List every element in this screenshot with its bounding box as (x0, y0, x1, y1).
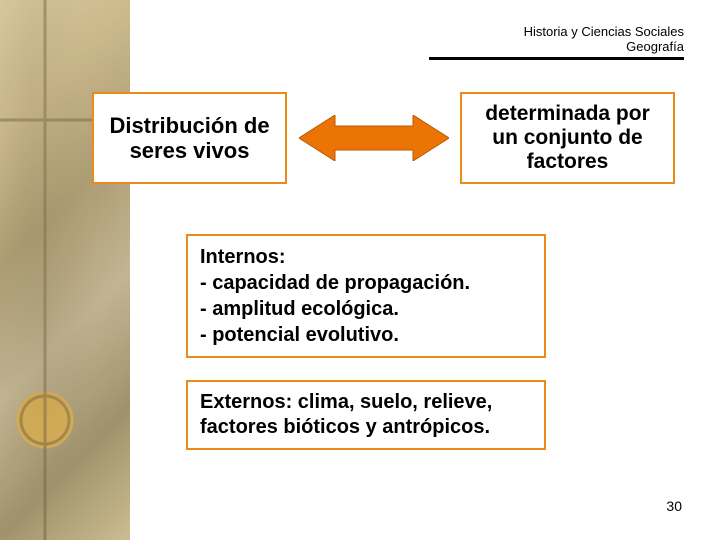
concept-left-text: Distribución de seres vivos (104, 113, 275, 164)
externos-text: Externos: clima, suelo, relieve, factore… (200, 391, 492, 438)
double-arrow (299, 115, 449, 161)
concept-box-right: determinada por un conjunto de factores (460, 92, 675, 184)
concept-box-left: Distribución de seres vivos (92, 92, 287, 184)
background-map-strip (0, 0, 130, 540)
top-concept-row: Distribución de seres vivos determinada … (92, 92, 675, 184)
internos-title: Internos: (200, 244, 532, 270)
header-subject: Historia y Ciencias Sociales (429, 24, 684, 39)
header-underline (429, 57, 684, 60)
externos-box: Externos: clima, suelo, relieve, factore… (186, 380, 546, 450)
internos-item: - capacidad de propagación. (200, 270, 532, 296)
double-arrow-icon (299, 115, 449, 161)
slide-header: Historia y Ciencias Sociales Geografía (429, 24, 684, 60)
concept-right-text: determinada por un conjunto de factores (472, 102, 663, 174)
internos-item: - amplitud ecológica. (200, 296, 532, 322)
header-topic: Geografía (429, 39, 684, 54)
internos-item: - potencial evolutivo. (200, 322, 532, 348)
internos-box: Internos: - capacidad de propagación. - … (186, 234, 546, 358)
page-number: 30 (666, 498, 682, 514)
